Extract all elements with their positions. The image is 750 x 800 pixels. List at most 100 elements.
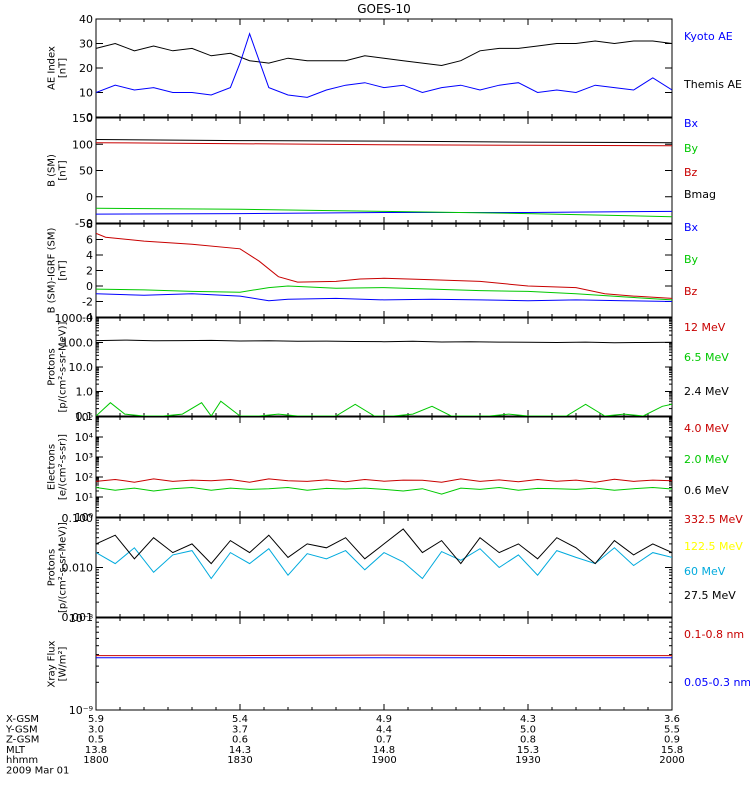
x-tick-label: 15.3 — [517, 745, 539, 756]
x-tick-label: 1900 — [371, 755, 396, 766]
legend-2-4-mev: 2.4 MeV — [684, 385, 729, 398]
y-tick-label: 0 — [86, 111, 93, 124]
y-axis-label: Protons — [47, 549, 58, 586]
y-tick-label: 2 — [86, 265, 93, 278]
x-axis-row-label: MLT — [6, 745, 26, 756]
y-tick-label: 0 — [86, 191, 93, 204]
panel-frame — [95, 18, 673, 118]
x-axis-row-label: X-GSM — [6, 714, 39, 725]
panel-b-sm: -50 0 50 100 150 B (SM) [nT] Bx By Bz Bmag — [47, 112, 717, 230]
y-tick-label: 6 — [86, 234, 93, 247]
x-tick-label: 0.5 — [88, 735, 104, 746]
panel-frame — [95, 416, 673, 518]
y-tick-label: 8 — [86, 218, 93, 231]
legend-60-mev: 60 MeV — [684, 565, 726, 578]
y-axis-label: Protons — [47, 348, 58, 385]
x-axis-row-label: Z-GSM — [6, 735, 39, 746]
series-line-bz — [96, 232, 672, 299]
y-axis-label: [W/m²] — [58, 646, 69, 681]
y-axis-label: AE Index — [47, 46, 58, 90]
series-line-60-mev — [96, 547, 672, 580]
y-tick-label: 20 — [79, 62, 93, 75]
x-axis-labels: X-GSM 5.9 5.4 4.9 4.3 3.6 Y-GSM 3.0 3.7 4.4 5.0 5.5… — [5, 714, 685, 777]
y-tick-label: 1.0 — [76, 386, 94, 399]
date-label: 2009 Mar 01 — [6, 766, 69, 777]
y-tick-label: 10⁻⁹ — [69, 704, 93, 717]
x-tick-label: 5.5 — [664, 724, 680, 735]
series-line-kyoto-ae — [96, 40, 672, 67]
y-tick-label: 150 — [72, 112, 93, 125]
y-tick-label: 30 — [79, 38, 93, 51]
y-axis-label: [nT] — [58, 58, 69, 78]
y-axis-label: [p/(cm²-s-sr-MeV)] — [58, 321, 69, 412]
y-tick-label: 0.010 — [62, 562, 94, 575]
x-tick-label: 5.4 — [232, 714, 248, 725]
series-line-6-5-mev — [96, 400, 672, 416]
series-line-0-1-0-8-nm — [96, 654, 672, 657]
series-line-2-4-mev — [96, 339, 672, 344]
x-tick-label: 5.9 — [88, 714, 104, 725]
series-line-2-0-mev — [96, 486, 672, 495]
legend-by: By — [684, 142, 699, 155]
y-tick-label: 1000.0 — [55, 312, 94, 325]
y-tick-label: 10¹ — [75, 491, 93, 504]
panel-electrons: 10⁰ 10¹ 10² 10³ 10⁴ 10⁵ Electrons [e/(cm²-s-sr)… — [47, 411, 730, 524]
y-axis-label: B (SM) — [47, 154, 58, 187]
legend-0-6-mev: 0.6 MeV — [684, 484, 729, 497]
x-tick-label: 3.6 — [664, 714, 680, 725]
legend-kyoto-ae: Kyoto AE — [684, 30, 733, 43]
panel-frame — [95, 317, 673, 417]
x-tick-label: 14.8 — [373, 745, 395, 756]
y-tick-label: 0 — [86, 280, 93, 293]
legend-27-5-mev: 27.5 MeV — [684, 589, 736, 602]
panel-frame — [95, 223, 673, 318]
series-line-by — [96, 285, 672, 301]
x-tick-label: 0.7 — [376, 735, 392, 746]
panel-frame — [95, 117, 673, 224]
y-axis-label: Electrons — [47, 444, 58, 490]
x-axis-row-label: hhmm — [6, 755, 38, 766]
x-tick-label: 13.8 — [85, 745, 107, 756]
x-tick-label: 15.8 — [661, 745, 683, 756]
panel-protons-low: 0.1 1.0 10.0 100.0 1000.0 Protons [p/(cm²-s-sr… — [47, 312, 730, 423]
series-line-bz — [96, 142, 672, 147]
panel-b-minus-igrf: -4 -2 0 2 4 6 8 B (SM)-IGRF (SM) [nT] Bx By Bz — [47, 218, 699, 324]
series-line-4-0-mev — [96, 478, 672, 483]
legend-4-0-mev: 4.0 MeV — [684, 422, 729, 435]
legend-bx: Bx — [684, 221, 699, 234]
panel-frame — [95, 617, 673, 711]
panel-xray-flux: 10⁻⁹ 10⁻⁸ Xray Flux [W/m²] 0.1-0.8 nm 0.05-0.… — [47, 612, 750, 717]
y-tick-label: 10⁰ — [75, 511, 94, 524]
x-tick-label: 0.6 — [232, 735, 248, 746]
legend-themis-ae: Themis AE — [683, 78, 742, 91]
x-axis-row-label: Y-GSM — [5, 724, 38, 735]
y-axis-label: [p/(cm²-s-sr-MeV)] — [58, 522, 69, 613]
legend-bmag: Bmag — [684, 188, 716, 201]
x-tick-label: 1830 — [227, 755, 252, 766]
legend-6-5-mev: 6.5 MeV — [684, 351, 729, 364]
y-tick-label: 100.0 — [62, 337, 94, 350]
legend-122-5-mev: 122.5 MeV — [684, 540, 743, 553]
legend-0-1-0-8-nm: 0.1-0.8 nm — [684, 628, 744, 641]
y-axis-label: [nT] — [58, 260, 69, 280]
legend-2-0-mev: 2.0 MeV — [684, 453, 729, 466]
y-tick-label: 4 — [86, 249, 93, 262]
y-axis-label: Xray Flux — [47, 640, 58, 687]
legend-bz: Bz — [684, 166, 698, 179]
legend-bx: Bx — [684, 117, 699, 130]
y-tick-label: 10⁵ — [75, 411, 93, 424]
y-tick-label: 10³ — [75, 451, 93, 464]
y-tick-label: 40 — [79, 13, 93, 26]
x-tick-label: 1930 — [515, 755, 540, 766]
y-tick-label: 10 — [79, 87, 93, 100]
y-tick-label: 10⁻⁸ — [69, 612, 94, 625]
legend-12-mev: 12 MeV — [684, 321, 726, 334]
series-line-bmag — [96, 139, 672, 144]
legend-0-05-0-3-nm: 0.05-0.3 nm — [684, 676, 750, 689]
y-axis-label: B (SM)-IGRF (SM) — [47, 228, 58, 314]
y-tick-label: 50 — [79, 165, 93, 178]
plot-title: GOES-10 — [357, 2, 411, 16]
y-tick-label: -50 — [75, 217, 93, 230]
panel-protons-high: 0.001 0.010 0.100 Protons [p/(cm²-s-sr-MeV)]… — [47, 512, 744, 624]
